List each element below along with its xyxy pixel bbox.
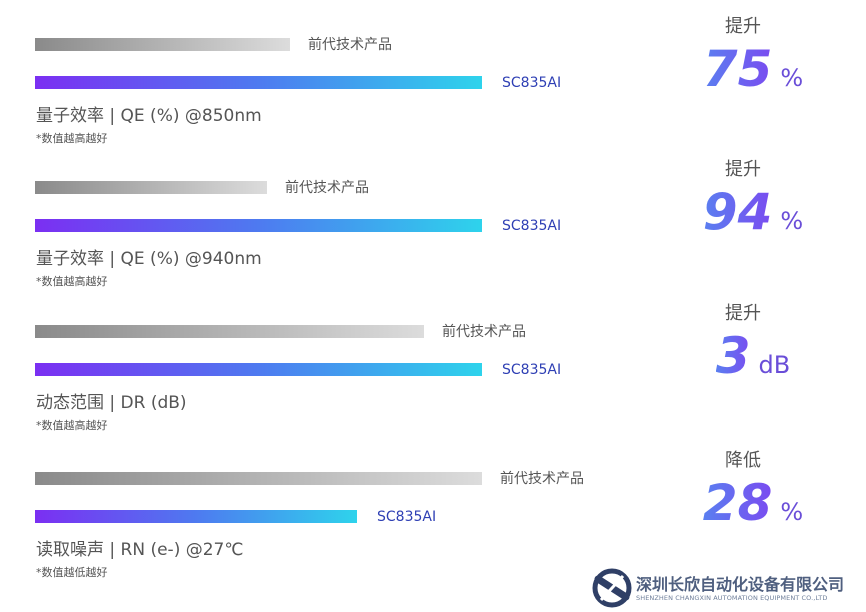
- bar-label-prev-product: 前代技术产品: [500, 471, 584, 487]
- bar-label-sc835ai: SC835AI: [377, 509, 437, 525]
- bar-label-prev-product: 前代技术产品: [308, 37, 392, 53]
- change-unit: %: [780, 207, 804, 235]
- change-value-group: 94%: [640, 185, 866, 245]
- logo-mark-icon: [592, 568, 632, 608]
- change-unit: %: [780, 64, 804, 92]
- metric-title: 量子效率 | QE (%) @850nm: [36, 106, 262, 126]
- metric-title: 量子效率 | QE (%) @940nm: [36, 249, 262, 269]
- change-value-group: 75%: [640, 42, 866, 102]
- bar-label-prev-product: 前代技术产品: [442, 324, 526, 340]
- metric-note: *数值越高越好: [36, 275, 108, 288]
- logo-company-name: 深圳长欣自动化设备有限公司: [636, 575, 845, 594]
- change-value-group: 28%: [640, 476, 866, 536]
- metric-panel: 前代技术产品 SC835AI 动态范围 | DR (dB) *数值越高越好 提升 3 dB: [0, 303, 866, 465]
- bar-label-prev-product: 前代技术产品: [285, 180, 369, 196]
- change-unit: %: [780, 498, 804, 526]
- change-label: 降低: [725, 450, 761, 471]
- change-value: 94: [702, 183, 773, 241]
- bar-sc835ai: [35, 76, 482, 89]
- change-value-group: 3 dB: [640, 329, 866, 389]
- bar-sc835ai: [35, 510, 357, 523]
- change-label: 提升: [725, 16, 761, 37]
- logo-company-subtitle: SHENZHEN CHANGXIN AUTOMATION EQUIPMENT C…: [636, 594, 828, 602]
- change-label: 提升: [725, 303, 761, 324]
- metric-note: *数值越高越好: [36, 419, 108, 432]
- bar-label-sc835ai: SC835AI: [502, 362, 562, 378]
- change-value: 75: [702, 40, 773, 98]
- company-logo: 深圳长欣自动化设备有限公司 SHENZHEN CHANGXIN AUTOMATI…: [592, 567, 864, 609]
- metric-panel: 前代技术产品 SC835AI 读取噪声 | RN (e-) @27℃ *数值越低越好 降…: [0, 450, 866, 612]
- change-value: 28: [702, 474, 773, 532]
- bar-prev-product: [35, 181, 267, 194]
- metric-panel: 前代技术产品 SC835AI 量子效率 | QE (%) @850nm *数值越高越好…: [0, 16, 866, 178]
- bar-prev-product: [35, 38, 290, 51]
- bar-sc835ai: [35, 363, 482, 376]
- metric-panel: 前代技术产品 SC835AI 量子效率 | QE (%) @940nm *数值越高越好…: [0, 159, 866, 321]
- metric-note: *数值越低越好: [36, 566, 108, 579]
- bar-prev-product: [35, 472, 482, 485]
- bar-label-sc835ai: SC835AI: [502, 75, 562, 91]
- bar-prev-product: [35, 325, 424, 338]
- change-unit: dB: [758, 351, 791, 379]
- bar-label-sc835ai: SC835AI: [502, 218, 562, 234]
- change-label: 提升: [725, 159, 761, 180]
- metric-title: 动态范围 | DR (dB): [36, 393, 187, 413]
- change-value: 3: [715, 327, 751, 385]
- metric-note: *数值越高越好: [36, 132, 108, 145]
- bar-sc835ai: [35, 219, 482, 232]
- metric-title: 读取噪声 | RN (e-) @27℃: [36, 540, 244, 560]
